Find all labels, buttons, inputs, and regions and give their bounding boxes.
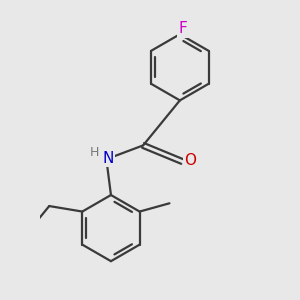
Text: N: N bbox=[103, 151, 114, 166]
Text: H: H bbox=[89, 146, 99, 159]
Text: F: F bbox=[179, 21, 188, 36]
Text: O: O bbox=[184, 153, 196, 168]
